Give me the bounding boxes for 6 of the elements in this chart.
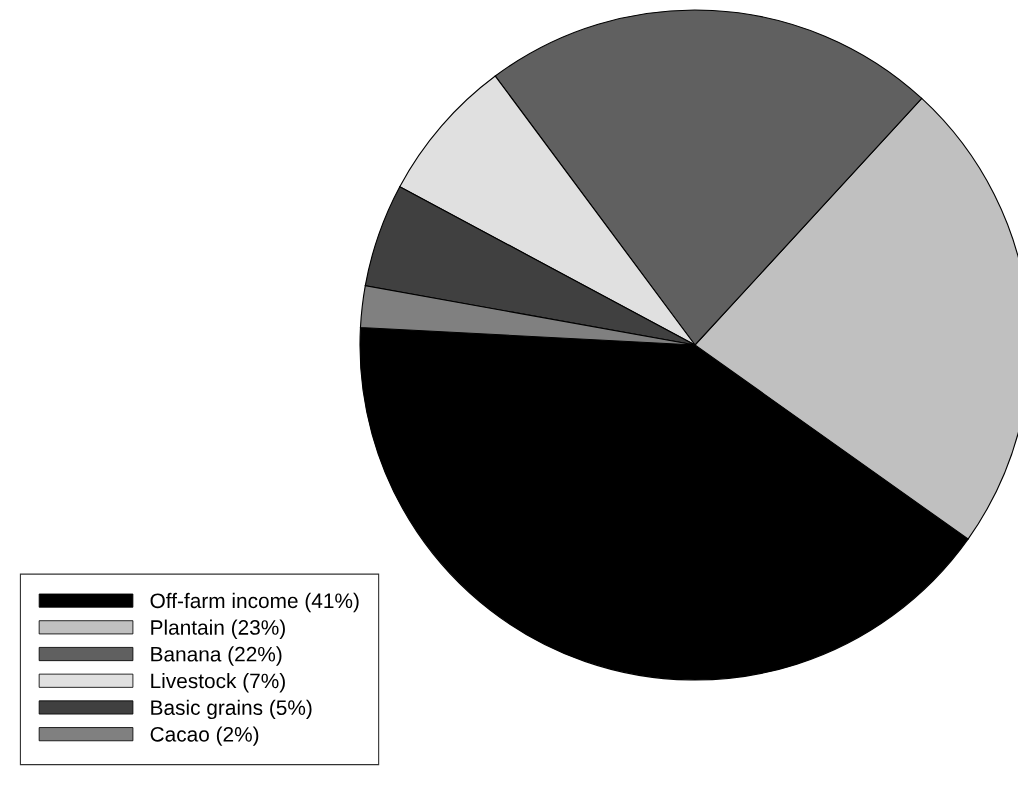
legend-label: Banana (22%) [151,646,282,666]
legend-label: Livestock (7%) [151,672,285,693]
legend-label: Off-farm income (41%) [150,592,359,613]
legend-label: Cacao (2%) [150,726,259,746]
legend-label: Plantain (23%) [151,619,285,639]
legend-label: Basic grains (5%) [151,699,312,720]
